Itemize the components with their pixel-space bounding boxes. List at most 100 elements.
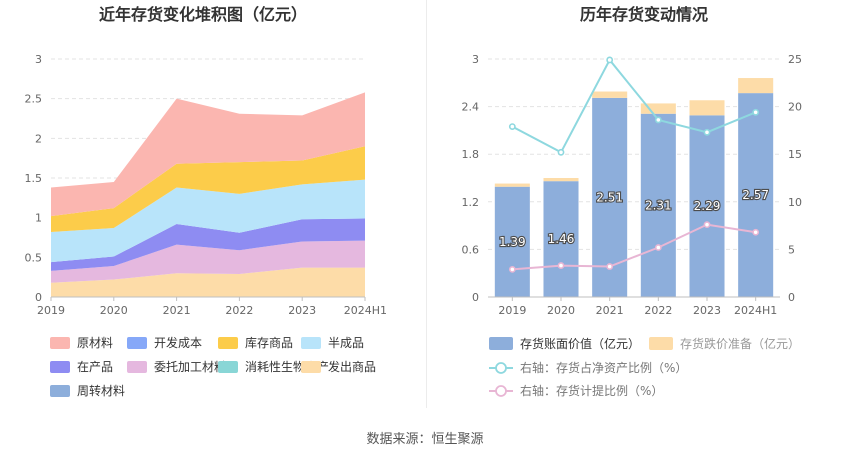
provision-ratio-point bbox=[557, 262, 565, 269]
bar-right-y-tick-label: 25 bbox=[788, 53, 802, 66]
bar-x-tick-label: 2023 bbox=[693, 304, 721, 317]
bar-value-label-bg bbox=[742, 188, 769, 204]
bar-x-tick-label: 2020 bbox=[547, 304, 575, 317]
area-chart-title: 近年存货变化堆积图（亿元） bbox=[99, 5, 307, 24]
area-legend-swatch bbox=[301, 337, 321, 349]
area-layer bbox=[51, 267, 365, 297]
legend-label-inventory-value: 存货账面价值（亿元） bbox=[520, 336, 640, 351]
bar-left-y-tick-label: 1.8 bbox=[462, 148, 480, 161]
bar-chart-x-axis: 2019 2020 2021 2022 2023 2024H1 bbox=[488, 296, 780, 317]
provision-ratio-point bbox=[703, 221, 711, 229]
bar-right-y-tick-label: 0 bbox=[788, 291, 795, 304]
area-x-tick-label: 2024H1 bbox=[344, 304, 387, 317]
area-y-tick-label: 1.5 bbox=[25, 172, 43, 185]
stacked-area-chart: 近年存货变化堆积图（亿元） 0 0.5 1 1.5 2 2.5 3 2019 2020 2021… bbox=[25, 5, 388, 398]
net-asset-ratio-point bbox=[654, 116, 662, 124]
bar-left-y-tick-label: 3 bbox=[472, 53, 479, 66]
net-asset-ratio-point bbox=[703, 128, 711, 136]
net-asset-ratio-point bbox=[606, 56, 614, 64]
bar-chart-value-labels: 1.39 1.46 2.51 2.31 2.29 2.57 bbox=[498, 187, 770, 250]
area-x-tick-label: 2023 bbox=[288, 304, 316, 317]
area-layer bbox=[51, 240, 365, 283]
area-legend-swatch bbox=[50, 385, 70, 397]
area-layer bbox=[51, 179, 365, 263]
area-legend-label: 发出商品 bbox=[328, 359, 376, 374]
bar-right-y-tick-label: 10 bbox=[788, 196, 802, 209]
area-legend-swatch bbox=[50, 337, 70, 349]
area-chart-x-axis: 2019 2020 2021 2022 2023 2024H1 bbox=[37, 296, 387, 317]
area-legend-swatch bbox=[127, 361, 147, 373]
bar-value-label: 2.29 bbox=[694, 199, 721, 213]
area-y-tick-label: 0 bbox=[35, 291, 42, 304]
bar-left-y-tick-label: 2.4 bbox=[462, 101, 480, 114]
bar-right-y-tick-label: 15 bbox=[788, 148, 802, 161]
area-legend-label: 周转材料 bbox=[77, 383, 125, 398]
area-y-tick-label: 3 bbox=[35, 53, 42, 66]
bar-left-y-tick-label: 1.2 bbox=[462, 196, 480, 209]
bar-value-label: 2.57 bbox=[742, 188, 769, 202]
net-asset-ratio-line bbox=[511, 58, 757, 154]
bar-x-tick-label: 2022 bbox=[644, 304, 672, 317]
bar-value-label: 1.39 bbox=[499, 235, 526, 249]
area-legend-swatch bbox=[218, 337, 238, 349]
area-y-tick-label: 2 bbox=[35, 132, 42, 145]
bar-right-y-tick-label: 20 bbox=[788, 101, 802, 114]
area-layer bbox=[51, 146, 365, 232]
legend-marker bbox=[495, 385, 507, 397]
bar-chart-legend: 存货账面价值（亿元） 存货跌价准备（亿元） 右轴：存货占净资产比例（%） 右轴：存货计… bbox=[489, 336, 800, 398]
area-chart-layers bbox=[51, 92, 365, 297]
net-asset-ratio-point bbox=[508, 123, 516, 130]
bar-x-tick-label: 2021 bbox=[596, 304, 624, 317]
bar-value-label-bg bbox=[645, 198, 672, 214]
impairment-provision-bar bbox=[689, 100, 725, 116]
bar-chart-lines bbox=[508, 56, 760, 273]
impairment-provision-bar bbox=[494, 183, 530, 187]
bar-chart-title: 历年存货变动情况 bbox=[580, 5, 708, 24]
area-layer bbox=[51, 92, 365, 217]
bar-x-tick-label: 2024H1 bbox=[734, 304, 777, 317]
legend-swatch-impairment-provision bbox=[649, 337, 673, 350]
bar-value-label-bg bbox=[499, 234, 526, 250]
bar-value-label: 1.46 bbox=[548, 232, 575, 246]
area-y-tick-label: 0.5 bbox=[25, 251, 43, 264]
provision-ratio-point bbox=[752, 228, 760, 236]
bar-x-tick-label: 2019 bbox=[498, 304, 526, 317]
bar-value-label-bg bbox=[694, 199, 720, 215]
area-y-tick-label: 2.5 bbox=[25, 93, 43, 106]
impairment-provision-bar bbox=[738, 78, 774, 94]
provision-ratio-point bbox=[606, 263, 614, 270]
area-legend-label: 半成品 bbox=[328, 336, 364, 350]
area-legend-swatch bbox=[218, 361, 238, 373]
net-asset-ratio-point bbox=[752, 108, 760, 116]
legend-label-impairment-provision: 存货跌价准备（亿元） bbox=[680, 336, 800, 351]
area-legend-label: 库存商品 bbox=[245, 335, 293, 350]
area-legend-swatch bbox=[127, 337, 147, 349]
area-x-tick-label: 2020 bbox=[100, 304, 128, 317]
area-legend-label: 委托加工材料 bbox=[154, 360, 226, 374]
bar-left-y-tick-label: 0.6 bbox=[462, 243, 480, 256]
bar-value-label-bg bbox=[548, 232, 574, 248]
legend-swatch-inventory-value bbox=[489, 337, 513, 350]
bar-value-label: 2.31 bbox=[645, 198, 672, 212]
bar-value-label: 2.51 bbox=[596, 190, 623, 204]
area-layer bbox=[51, 218, 365, 271]
area-legend-swatch bbox=[301, 361, 321, 373]
bar-left-y-tick-label: 0 bbox=[472, 291, 479, 304]
bar-chart-grid: 0 0.6 1.2 1.8 2.4 3 0 5 10 15 20 25 bbox=[462, 53, 803, 304]
net-asset-ratio-point bbox=[557, 148, 565, 156]
bar-right-y-tick-label: 5 bbox=[788, 243, 795, 256]
area-x-tick-label: 2022 bbox=[225, 304, 253, 317]
impairment-provision-bar bbox=[592, 91, 628, 98]
impairment-provision-bar bbox=[640, 103, 676, 114]
bar-value-label-bg bbox=[596, 190, 623, 206]
area-legend-swatch bbox=[50, 361, 70, 373]
area-legend-label: 在产品 bbox=[77, 360, 113, 374]
area-x-tick-label: 2019 bbox=[37, 304, 65, 317]
data-source-footer: 数据来源：恒生聚源 bbox=[366, 432, 483, 447]
legend-label-line: 右轴：存货占净资产比例（%） bbox=[520, 360, 687, 375]
area-legend-label: 开发成本 bbox=[154, 335, 202, 350]
impairment-provision-bar bbox=[543, 178, 579, 182]
